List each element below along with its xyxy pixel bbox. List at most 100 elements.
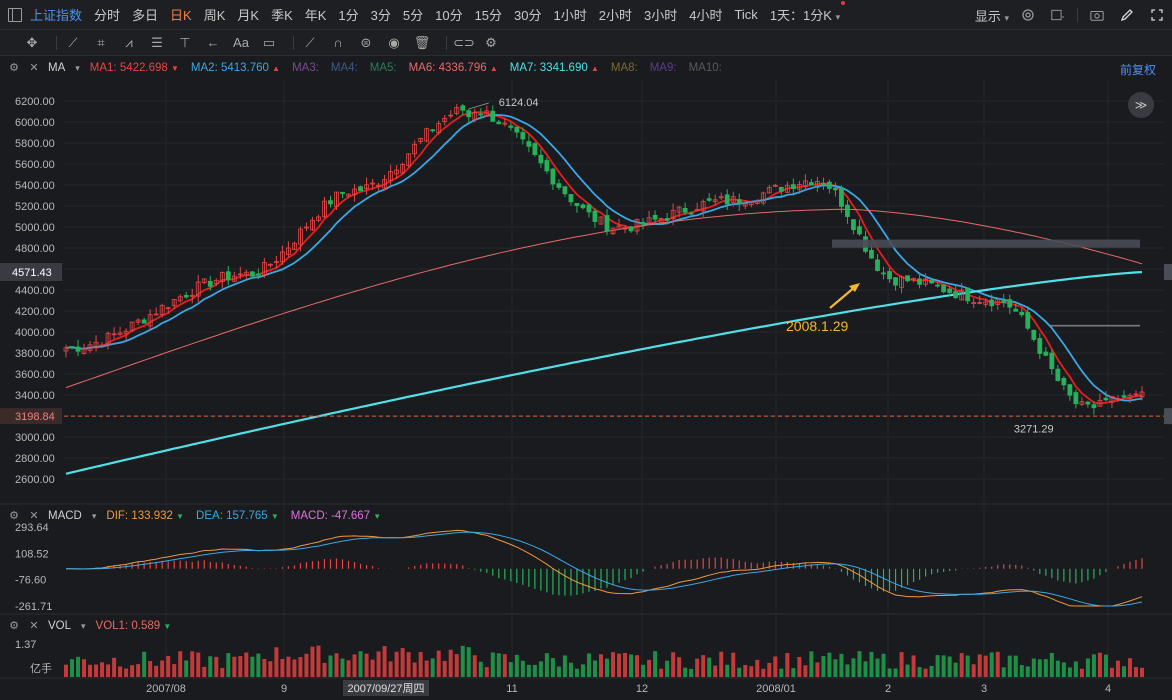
down-arrow-icon: ▼ xyxy=(163,622,172,631)
candle-body xyxy=(376,184,381,187)
volume-bar xyxy=(484,667,489,677)
chevron-down-icon[interactable]: ▾ xyxy=(91,510,97,521)
volume-bar xyxy=(94,664,99,677)
trash-tool-icon[interactable]: 🗑 xyxy=(413,34,431,50)
panel-toggle-icon[interactable] xyxy=(8,7,22,22)
arrow-tool-icon[interactable]: ← xyxy=(206,35,220,50)
timeframe-10[interactable]: 10分 xyxy=(435,8,463,23)
volume-bar xyxy=(761,668,766,677)
candle-body xyxy=(490,110,496,122)
candle-body xyxy=(754,200,760,204)
candle-body xyxy=(971,302,977,304)
settings-tool-icon[interactable]: ⚙ xyxy=(485,34,497,50)
timeframe-7[interactable]: 1分 xyxy=(338,8,359,23)
candle-body xyxy=(472,111,478,120)
candle-body xyxy=(935,284,941,287)
volume-bar xyxy=(821,656,826,677)
candle-body xyxy=(941,284,947,293)
timeframe-2[interactable]: 日K xyxy=(170,8,192,23)
camera-icon[interactable] xyxy=(1090,8,1104,22)
volume-bar xyxy=(911,655,916,677)
vol-indicator-name[interactable]: VOL xyxy=(48,620,72,632)
symbol-name[interactable]: 上证指数 xyxy=(30,8,83,23)
timeframe-15[interactable]: 3小时 xyxy=(643,8,678,23)
timeframe-16[interactable]: 4小时 xyxy=(689,8,723,23)
timeframe-list: 分时 多日 日K 周K 月K 季K 年K 1分 3分 5分 10分 15分 30分 1小时 2小时 3小时 4小… xyxy=(94,5,770,24)
candle-body xyxy=(400,163,406,174)
link-tool-icon[interactable]: ⊂⊃ xyxy=(453,34,475,50)
close-icon[interactable]: ✕ xyxy=(29,62,39,74)
chevron-down-icon[interactable]: ▾ xyxy=(81,620,86,631)
volume-bar xyxy=(995,651,1000,677)
text-tool-icon[interactable]: ⊤ xyxy=(179,34,191,50)
fullscreen-icon[interactable] xyxy=(1150,8,1164,22)
timeframe-8[interactable]: 3分 xyxy=(370,8,391,23)
display-button[interactable]: 显示 ▾ xyxy=(975,6,1009,25)
candle-body xyxy=(213,279,219,284)
comment-tool-icon[interactable]: ▭ xyxy=(262,34,276,50)
line-tool-icon[interactable]: ⟋ xyxy=(68,34,78,50)
timeframe-12[interactable]: 30分 xyxy=(514,8,542,23)
collapse-icon[interactable]: ≫ xyxy=(1128,92,1154,118)
candle-body xyxy=(1109,396,1115,403)
settings-icon[interactable]: ⚙ xyxy=(9,62,19,74)
volume-bar xyxy=(1049,652,1054,677)
volume-bar xyxy=(388,661,393,677)
volume-bar xyxy=(376,651,381,677)
candle-body xyxy=(1091,404,1097,409)
move-tool-icon[interactable]: ✥ xyxy=(26,34,38,50)
font-tool-icon[interactable]: Aa xyxy=(233,35,249,50)
settings-icon[interactable]: ⚙ xyxy=(9,510,19,522)
candle-body xyxy=(87,344,93,351)
timeframe-3[interactable]: 周K xyxy=(203,8,226,23)
candle-body xyxy=(328,200,333,205)
chevron-down-icon[interactable]: ▾ xyxy=(75,62,80,73)
volume-bar xyxy=(611,652,616,677)
macd-indicator-name[interactable]: MACD xyxy=(48,510,82,522)
volume-bar xyxy=(364,653,369,677)
eye-tool-icon[interactable]: ◉ xyxy=(388,34,400,50)
close-icon[interactable]: ✕ xyxy=(29,510,39,522)
layout-icon[interactable] xyxy=(1051,8,1065,22)
timeframe-4[interactable]: 月K xyxy=(237,8,260,23)
close-icon[interactable]: ✕ xyxy=(29,620,39,632)
kline-chart[interactable]: 6200.00 6000.00 5800.00 5600.00 5400.00 5200.… xyxy=(0,56,1172,700)
pencil-icon[interactable] xyxy=(1120,8,1134,22)
settings-icon[interactable]: ⚙ xyxy=(9,620,19,632)
timeframe-13[interactable]: 1小时 xyxy=(553,8,587,23)
timeframe-5[interactable]: 季K xyxy=(271,8,293,23)
candle-body xyxy=(105,332,111,345)
volume-bar xyxy=(322,662,327,677)
wave-tool-icon[interactable]: ⩘ xyxy=(125,34,133,50)
y-tick-label: 5400.00 xyxy=(15,180,55,192)
candle-body xyxy=(1031,329,1037,340)
volume-bar xyxy=(677,657,682,677)
macd-macd: MACD: -47.667 ▼ xyxy=(291,510,381,522)
timeframe-11[interactable]: 15分 xyxy=(474,8,503,23)
shape-tool-icon[interactable]: ⌗ xyxy=(97,34,105,50)
vol1: VOL1: 0.589 ▼ xyxy=(96,620,172,632)
timeframe-17[interactable]: Tick xyxy=(734,7,758,22)
volume-bar xyxy=(965,655,970,677)
macd-value: -47.667 xyxy=(331,510,371,522)
x-tick-label: 3 xyxy=(981,683,987,695)
lock-tool-icon[interactable]: ⊜ xyxy=(360,34,372,50)
settings-icon[interactable] xyxy=(1021,8,1035,22)
ruler-tool-icon[interactable]: ⟋ xyxy=(305,34,315,50)
magnet-tool-icon[interactable]: ∩ xyxy=(333,35,343,50)
adjust-button[interactable]: 前复权 xyxy=(1119,63,1156,77)
candle-body xyxy=(598,216,604,225)
timeframe-9[interactable]: 5分 xyxy=(402,8,424,23)
candle-body xyxy=(267,263,273,266)
timeframe-6[interactable]: 年K xyxy=(304,8,327,23)
timeframe-14[interactable]: 2小时 xyxy=(598,8,632,23)
candle-body xyxy=(496,121,502,125)
timeframe-0[interactable]: 分时 xyxy=(94,8,121,23)
timeframe-1[interactable]: 多日 xyxy=(132,8,159,23)
volume-bar xyxy=(941,655,946,677)
custom-timeframe[interactable]: 1天：1分K ▾ xyxy=(770,1,846,24)
candle-body xyxy=(1037,338,1043,354)
main-indicator-name[interactable]: MA xyxy=(48,62,66,74)
dif-label: DIF: xyxy=(106,510,129,522)
fib-tool-icon[interactable]: ☰ xyxy=(151,34,163,50)
